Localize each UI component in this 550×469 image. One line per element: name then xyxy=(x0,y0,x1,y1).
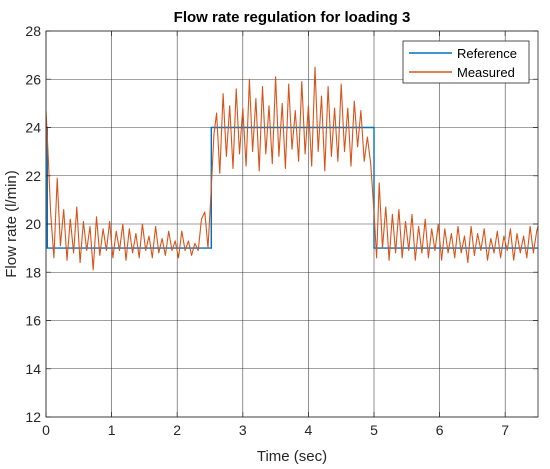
y-tick-label: 16 xyxy=(25,313,41,329)
x-tick-label: 0 xyxy=(42,422,50,438)
legend-label-measured: Measured xyxy=(457,65,515,80)
x-tick-label: 6 xyxy=(436,422,444,438)
y-axis-label: Flow rate (l/min) xyxy=(3,170,20,278)
series-line-measured xyxy=(45,66,539,271)
x-tick-label: 7 xyxy=(501,422,509,438)
legend-box xyxy=(402,40,530,84)
y-tick-label: 24 xyxy=(25,120,41,136)
legend-label-reference: Reference xyxy=(457,46,517,61)
x-tick-label: 4 xyxy=(305,422,313,438)
axis-ticks xyxy=(45,30,538,418)
x-tick-label: 5 xyxy=(370,422,378,438)
y-tick-label: 18 xyxy=(25,264,41,280)
x-tick-label: 1 xyxy=(108,422,116,438)
x-tick-label: 3 xyxy=(239,422,247,438)
chart-title: Flow rate regulation for loading 3 xyxy=(174,9,411,26)
legend: Reference Measured xyxy=(402,40,530,84)
x-axis-label: Time (sec) xyxy=(257,448,327,465)
x-tick-label: 2 xyxy=(173,422,181,438)
series-layer xyxy=(45,66,539,271)
y-tick-label: 22 xyxy=(25,168,41,184)
y-tick-label: 12 xyxy=(25,409,41,425)
y-tick-labels: 12 14 16 18 20 22 24 26 28 xyxy=(25,23,41,425)
y-tick-label: 20 xyxy=(25,216,41,232)
x-tick-labels: 0 1 2 3 4 5 6 7 xyxy=(42,422,509,438)
y-tick-label: 26 xyxy=(25,71,41,87)
y-tick-label: 28 xyxy=(25,23,41,39)
y-tick-label: 14 xyxy=(25,361,41,377)
